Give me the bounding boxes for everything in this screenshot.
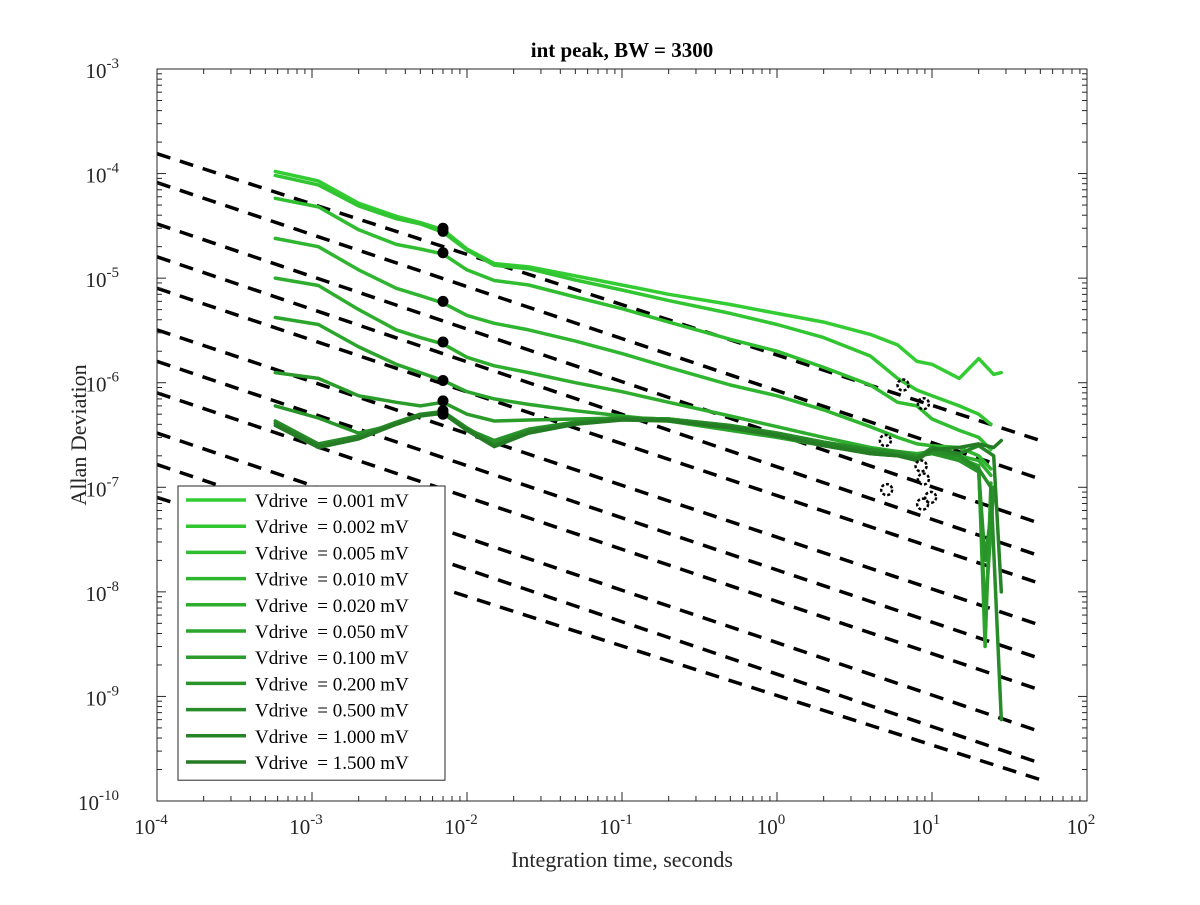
filled-marker bbox=[437, 295, 449, 307]
filled-marker bbox=[437, 408, 449, 420]
x-axis-label: Integration time, seconds bbox=[511, 847, 733, 872]
legend-label: Vdrive = 0.050 mV bbox=[255, 622, 409, 643]
open-marker bbox=[916, 396, 931, 411]
x-tick-label: 102 bbox=[1067, 812, 1096, 839]
open-marker bbox=[879, 482, 894, 497]
series-line bbox=[273, 236, 993, 471]
legend-label: Vdrive = 1.500 mV bbox=[255, 753, 409, 774]
x-tick-label: 10-2 bbox=[444, 812, 478, 839]
reference-line bbox=[156, 359, 1041, 661]
series-line bbox=[273, 173, 993, 427]
legend-label: Vdrive = 0.200 mV bbox=[255, 674, 409, 695]
reference-line bbox=[156, 328, 1041, 627]
reference-line bbox=[156, 152, 1041, 443]
legend-label: Vdrive = 0.010 mV bbox=[255, 570, 409, 591]
y-tick-label: 10-5 bbox=[86, 265, 120, 292]
x-tick-label: 10-4 bbox=[134, 812, 168, 839]
filled-marker bbox=[437, 374, 449, 386]
reference-line bbox=[156, 431, 1041, 734]
y-tick-label: 10-7 bbox=[86, 474, 120, 501]
x-tick-label: 101 bbox=[912, 812, 941, 839]
reference-line bbox=[156, 255, 1041, 558]
legend-label: Vdrive = 0.500 mV bbox=[255, 701, 409, 722]
open-marker bbox=[878, 433, 893, 448]
y-tick-label: 10-10 bbox=[78, 788, 119, 815]
filled-marker bbox=[437, 336, 449, 348]
legend-label: Vdrive = 0.002 mV bbox=[255, 517, 409, 538]
open-marker bbox=[915, 497, 930, 511]
x-tick-label: 10-3 bbox=[289, 812, 323, 839]
legend-label: Vdrive = 0.020 mV bbox=[255, 596, 409, 617]
filled-marker bbox=[437, 225, 449, 237]
y-axis-ticks: 10-10 10-9 10-8 10-7 10-6 10-5 10-4 10-3 bbox=[78, 56, 1087, 815]
y-tick-label: 10-8 bbox=[86, 579, 120, 606]
filled-marker bbox=[437, 395, 449, 407]
reference-line bbox=[156, 391, 1041, 692]
open-marker bbox=[914, 459, 928, 473]
reference-line bbox=[156, 286, 1041, 586]
x-axis-ticks: 10-4 10-3 10-2 10-1 100 101 102 bbox=[134, 69, 1095, 839]
legend-label: Vdrive = 0.001 mV bbox=[255, 491, 409, 512]
chart-title: int peak, BW = 3300 bbox=[531, 38, 714, 62]
open-marker bbox=[896, 378, 910, 392]
x-tick-label: 10-1 bbox=[599, 812, 633, 839]
filled-marker bbox=[437, 247, 449, 259]
x-tick-label: 100 bbox=[757, 812, 786, 839]
y-axis-label: Allan Deviation bbox=[66, 364, 91, 505]
series-line bbox=[273, 411, 1004, 463]
y-tick-label: 10-4 bbox=[86, 161, 120, 188]
markers bbox=[437, 222, 938, 511]
reference-line bbox=[156, 180, 1041, 481]
y-tick-label: 10-6 bbox=[86, 370, 120, 397]
reference-line bbox=[156, 222, 1041, 526]
legend-label: Vdrive = 1.000 mV bbox=[255, 727, 409, 748]
legend-label: Vdrive = 0.100 mV bbox=[255, 648, 409, 669]
series-lines bbox=[273, 169, 1004, 722]
series-line bbox=[273, 196, 993, 452]
legend-box bbox=[177, 485, 446, 781]
open-marker bbox=[923, 490, 938, 505]
y-tick-label: 10-9 bbox=[86, 683, 120, 710]
legend: Vdrive = 0.001 mV Vdrive = 0.002 mV Vdrive… bbox=[177, 485, 446, 781]
legend-label: Vdrive = 0.005 mV bbox=[255, 543, 409, 564]
y-tick-label: 10-3 bbox=[86, 56, 120, 83]
reference-lines bbox=[156, 152, 1041, 782]
open-marker bbox=[916, 472, 931, 486]
